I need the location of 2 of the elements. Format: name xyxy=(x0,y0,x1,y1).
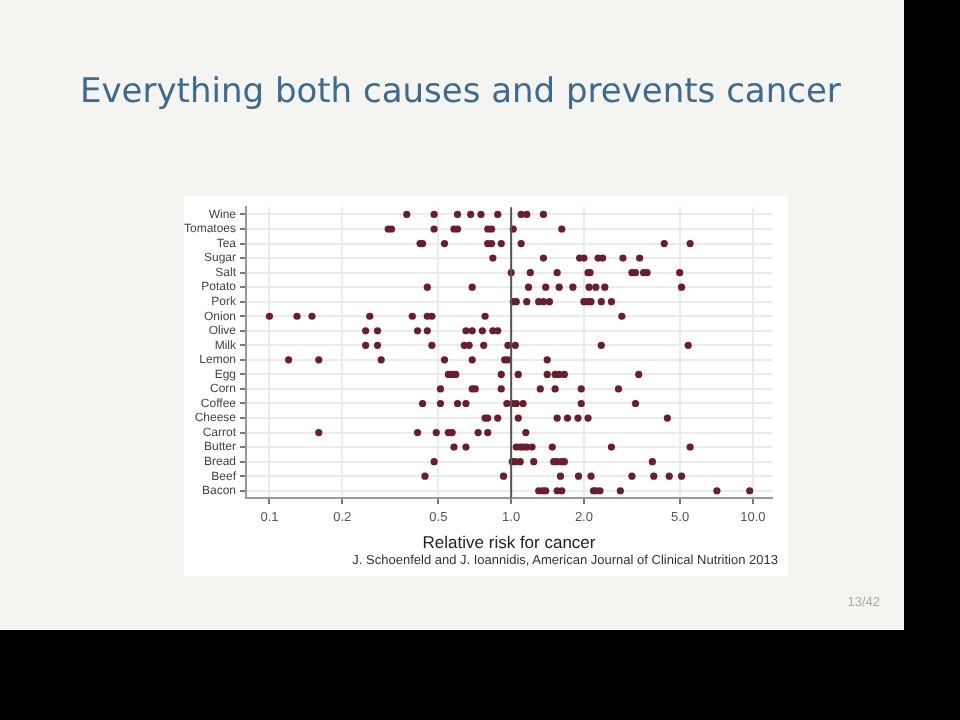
chart-title: Everything both causes and prevents cancer xyxy=(80,72,841,112)
x-axis-title: Relative risk for cancer xyxy=(422,532,596,553)
